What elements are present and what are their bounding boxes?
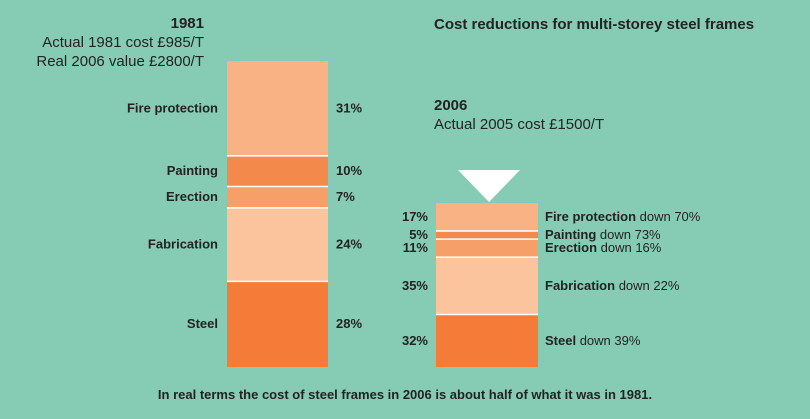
- bar-1981-category-label-painting: Painting: [167, 163, 218, 178]
- bar-2006-segment-fire-protection: [436, 203, 538, 231]
- header-2006: 2006 Actual 2005 cost £1500/T: [434, 96, 604, 134]
- bar-2006-category-label-painting: Painting down 73%: [545, 227, 661, 242]
- bar-1981-category-label-fabrication: Fabrication: [148, 237, 218, 252]
- footer-note: In real terms the cost of steel frames i…: [157, 387, 653, 402]
- bar-1981-category-label-fire-protection: Fire protection: [127, 100, 218, 115]
- chart-title: Cost reductions for multi-storey steel f…: [434, 16, 755, 33]
- bar-1981-segment-fire-protection: [227, 61, 328, 156]
- header-2006-actual-cost: Actual 2005 cost £1500/T: [434, 116, 605, 133]
- bar-1981-segment-painting: [227, 155, 328, 187]
- bar-2006-category-label-erection: Erection down 16%: [545, 240, 662, 255]
- bar-2006-pct-label-erection: 11%: [403, 240, 429, 255]
- bar-1981-pct-label-steel: 28%: [336, 316, 362, 331]
- bar-2006-pct-label-painting: 5%: [409, 227, 428, 242]
- bar-2006-segment-painting: [436, 230, 538, 240]
- bar-1981-pct-label-fabrication: 24%: [336, 237, 362, 252]
- bar-1981-pct-label-painting: 10%: [336, 163, 362, 178]
- bar-2006-segment-steel: [436, 314, 538, 367]
- down-arrow-icon: [458, 170, 520, 202]
- bar-1981-segment-fabrication: [227, 207, 328, 282]
- bar-2006-segment-fabrication: [436, 257, 538, 315]
- bar-1981-pct-label-erection: 7%: [336, 189, 355, 204]
- bar-2006-pct-label-fabrication: 35%: [402, 278, 428, 293]
- bar-2006-category-label-fabrication: Fabrication down 22%: [545, 278, 680, 293]
- bar-2006-category-label-fire-protection: Fire protection down 70%: [545, 209, 701, 224]
- bar-2006-pct-label-steel: 32%: [402, 333, 428, 348]
- header-1981-real-value: Real 2006 value £2800/T: [36, 53, 204, 70]
- bar-2006-segment-erection: [436, 239, 538, 258]
- header-2006-year: 2006: [434, 97, 468, 114]
- bar-1981-category-label-erection: Erection: [166, 189, 218, 204]
- header-1981: 1981 Actual 1981 cost £985/T Real 2006 v…: [0, 14, 204, 71]
- header-1981-actual-cost: Actual 1981 cost £985/T: [42, 34, 204, 51]
- bar-1981-pct-label-fire-protection: 31%: [336, 100, 362, 115]
- bar-1981-segment-erection: [227, 186, 328, 208]
- bar-1981-segment-steel: [227, 281, 328, 367]
- bar-2006-category-label-steel: Steel down 39%: [545, 333, 641, 348]
- header-1981-year: 1981: [170, 15, 204, 32]
- bar-1981-category-label-steel: Steel: [187, 316, 218, 331]
- bar-2006-pct-label-fire-protection: 17%: [402, 209, 428, 224]
